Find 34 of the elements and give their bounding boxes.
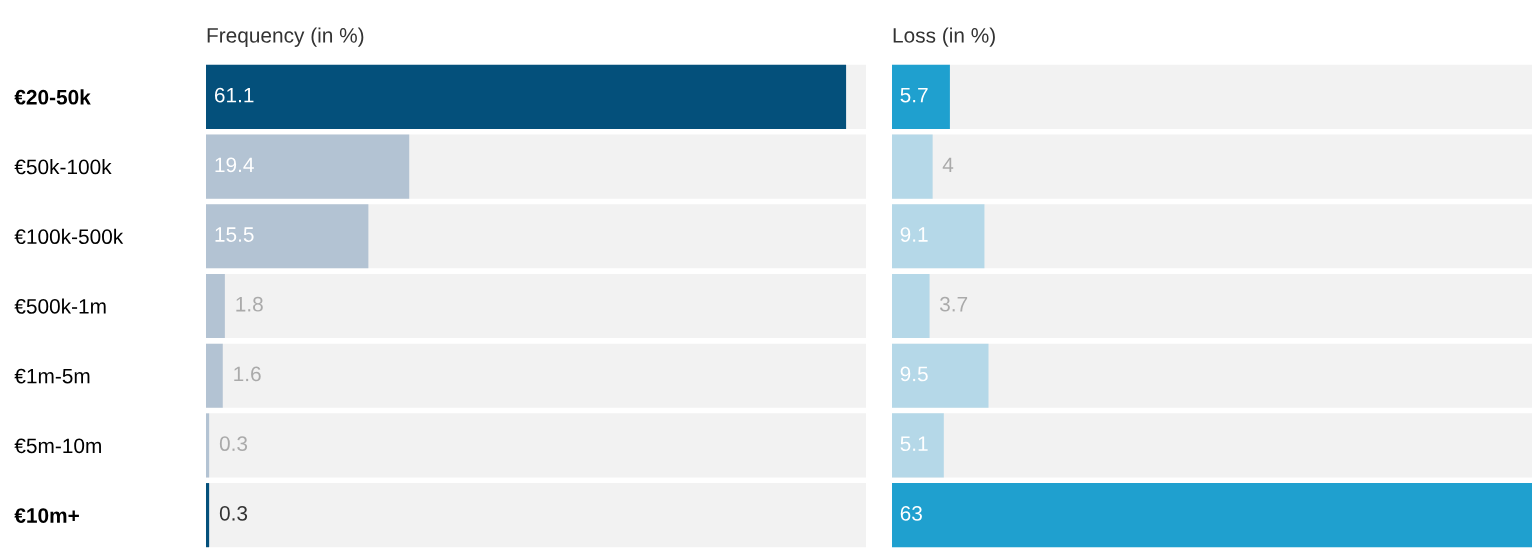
data-label: 9.1 <box>900 227 928 242</box>
data-label: 5.1 <box>900 436 928 452</box>
data-label: 63 <box>900 505 922 521</box>
bar <box>206 204 369 269</box>
y-tick-label: €10m+ <box>14 508 79 523</box>
y-tick-label: €50k-100k <box>14 159 112 175</box>
data-label: 5.7 <box>900 87 928 103</box>
bar <box>206 343 223 408</box>
y-tick-label: €5m-10m <box>14 438 101 454</box>
bar <box>892 64 950 129</box>
data-label: 3.7 <box>939 296 968 312</box>
bar <box>892 343 989 408</box>
bar <box>206 273 225 339</box>
data-label: 19.4 <box>215 157 254 173</box>
data-label: 61.1 <box>214 87 254 103</box>
data-label: 0.3 <box>219 505 248 521</box>
bar <box>892 134 933 199</box>
chart-title: Loss (in %) <box>893 27 995 47</box>
data-label: 4 <box>942 157 954 172</box>
bar <box>892 413 944 478</box>
y-tick-label: €20-50k <box>14 89 91 105</box>
bar <box>892 204 985 269</box>
chart-title: Frequency (in %) <box>207 27 364 47</box>
y-tick-label: €100k-500k <box>14 228 124 245</box>
bar <box>892 273 930 339</box>
data-label: 1.8 <box>236 296 263 312</box>
data-label: 15.5 <box>215 227 254 242</box>
bar <box>206 413 210 478</box>
y-tick-label: €1m-5m <box>14 368 90 384</box>
data-label: 1.6 <box>234 366 261 382</box>
data-label: 9.5 <box>900 366 928 382</box>
y-tick-label: €500k-1m <box>14 298 106 314</box>
data-label: 0.3 <box>219 436 248 452</box>
bar <box>206 483 210 548</box>
